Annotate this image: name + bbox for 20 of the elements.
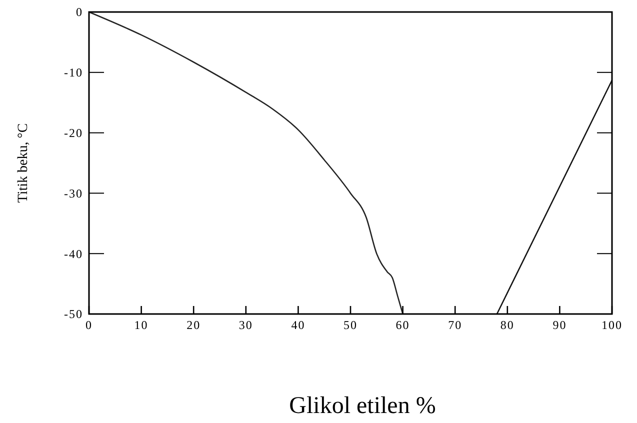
x-tick-label: 50 — [344, 318, 358, 332]
x-axis-title: Glikol etilen % — [289, 393, 436, 419]
y-tick-label: -50 — [64, 307, 83, 322]
y-tick-label: -30 — [64, 186, 83, 200]
x-tick-label: 70 — [448, 318, 462, 332]
y-tick-label: -20 — [64, 126, 83, 140]
line-series — [88, 11, 404, 315]
y-tick-label: -40 — [64, 246, 83, 261]
x-tick-label: 80 — [500, 318, 514, 332]
y-axis-title: Titik beku, °C — [16, 123, 31, 203]
x-tick-label: 100 — [602, 318, 622, 332]
x-tick-label: 10 — [134, 318, 148, 332]
x-tick-label: 90 — [552, 318, 567, 332]
x-tick-label: 60 — [396, 318, 410, 332]
x-tick-label: 20 — [186, 318, 201, 332]
y-tick-label: -10 — [64, 66, 83, 80]
x-tick-label: 30 — [238, 318, 253, 332]
x-tick-label: 0 — [86, 318, 92, 332]
y-tick-label: 0 — [76, 5, 83, 20]
x-tick-label: 40 — [291, 318, 306, 332]
